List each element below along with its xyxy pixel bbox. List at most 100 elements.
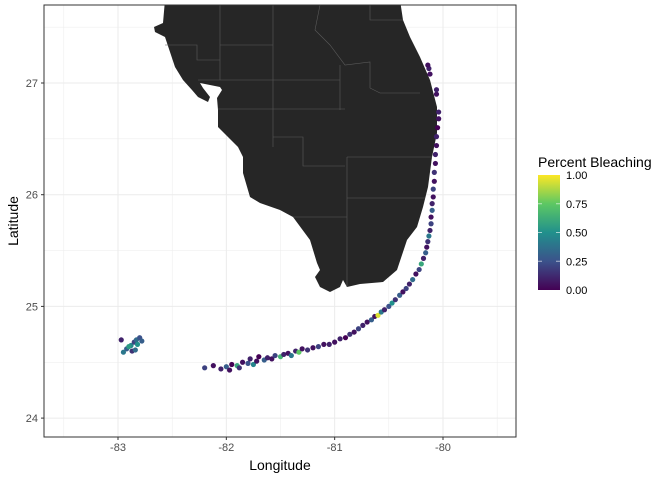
- reef-point: [436, 116, 442, 122]
- reef-point: [332, 339, 338, 345]
- reef-point: [296, 349, 302, 355]
- y-axis-title: Latitude: [5, 196, 21, 246]
- x-tick-label: -81: [327, 442, 343, 454]
- reef-point: [118, 337, 124, 343]
- reef-point: [202, 365, 208, 371]
- legend-tick-label: 0.50: [566, 228, 587, 240]
- reef-point: [427, 71, 433, 77]
- reef-point: [304, 347, 311, 353]
- reef-point: [428, 221, 434, 227]
- reef-point: [245, 360, 251, 366]
- reef-point: [321, 341, 327, 347]
- reef-point: [436, 109, 442, 115]
- reef-point: [134, 341, 141, 347]
- legend-tick-label: 0.25: [566, 256, 587, 268]
- reef-point: [397, 292, 403, 298]
- x-tick-label: -80: [435, 442, 451, 454]
- reef-point: [132, 347, 138, 353]
- reef-point: [430, 186, 436, 192]
- reef-point: [120, 349, 127, 355]
- reef-point: [250, 361, 257, 368]
- reef-point: [364, 319, 370, 325]
- reef-point: [315, 344, 322, 350]
- reef-point: [434, 125, 441, 131]
- reef-point: [425, 239, 431, 245]
- reef-point: [416, 266, 422, 273]
- reef-point: [413, 271, 419, 277]
- reef-point: [433, 134, 440, 140]
- reef-point: [433, 142, 440, 149]
- reef-point: [229, 361, 235, 368]
- reef-point: [256, 354, 262, 360]
- reef-point: [254, 358, 260, 364]
- reef-point: [426, 233, 432, 239]
- colorbar: [538, 175, 560, 290]
- reef-survey-points: [118, 62, 442, 373]
- reef-point: [347, 331, 353, 337]
- y-tick-label: 26: [26, 190, 38, 202]
- reef-point: [400, 289, 406, 295]
- legend-tick-label: 0.00: [566, 285, 587, 297]
- reef-point: [427, 227, 433, 234]
- reef-point: [337, 336, 343, 342]
- florida-land: [154, 5, 437, 292]
- reef-point: [342, 335, 349, 341]
- reef-point: [310, 345, 316, 351]
- reef-point: [218, 366, 224, 372]
- reef-point: [386, 303, 392, 309]
- reef-point: [428, 214, 434, 220]
- reef-point: [239, 359, 246, 365]
- reef-point: [247, 356, 253, 362]
- reef-point: [403, 285, 409, 292]
- reef-point: [355, 326, 362, 332]
- reef-point: [299, 346, 305, 352]
- reef-point: [223, 364, 229, 370]
- reef-point: [406, 281, 413, 287]
- reef-point: [288, 352, 294, 359]
- reef-point: [351, 329, 357, 335]
- legend: Percent Bleaching 1.00 0.75 0.50 0.25 0.00: [538, 154, 652, 297]
- reef-point: [420, 255, 427, 261]
- y-tick-label: 27: [26, 78, 38, 90]
- reef-point: [431, 169, 437, 175]
- reef-point: [392, 297, 398, 303]
- reef-point: [433, 87, 440, 93]
- reef-point: [381, 307, 388, 313]
- reef-point: [126, 344, 132, 350]
- legend-tick-label: 0.75: [566, 199, 587, 211]
- legend-tick-label: 1.00: [566, 170, 587, 182]
- reef-point: [429, 201, 435, 207]
- reef-point: [418, 261, 424, 267]
- reef-point: [326, 341, 332, 347]
- reef-point: [423, 250, 429, 256]
- panel-border: [43, 4, 517, 438]
- reef-point: [360, 322, 366, 328]
- reef-point: [264, 355, 271, 361]
- legend-title: Percent Bleaching: [538, 154, 652, 170]
- x-tick-label: -83: [110, 442, 126, 454]
- reef-point: [139, 338, 145, 344]
- reef-point: [424, 244, 430, 250]
- reef-point: [236, 365, 242, 371]
- reef-point: [375, 312, 381, 318]
- reef-point: [425, 62, 431, 68]
- reef-point: [432, 151, 439, 158]
- reef-point: [210, 363, 216, 369]
- x-tick-label: -82: [218, 442, 234, 454]
- county-borders: [165, 5, 432, 287]
- reef-point: [429, 207, 435, 213]
- reef-point: [368, 317, 375, 323]
- reef-point: [226, 367, 233, 373]
- reef-point: [272, 352, 278, 359]
- y-tick-label: 24: [26, 413, 38, 425]
- y-axis: 24 25 26 27: [26, 78, 44, 425]
- reef-point: [389, 300, 395, 306]
- reef-point: [410, 276, 416, 283]
- x-axis: -83 -82 -81 -80: [110, 437, 451, 454]
- y-tick-label: 25: [26, 301, 38, 313]
- reef-point: [432, 160, 439, 167]
- reef-point: [269, 356, 275, 362]
- x-axis-title: Longitude: [249, 457, 311, 473]
